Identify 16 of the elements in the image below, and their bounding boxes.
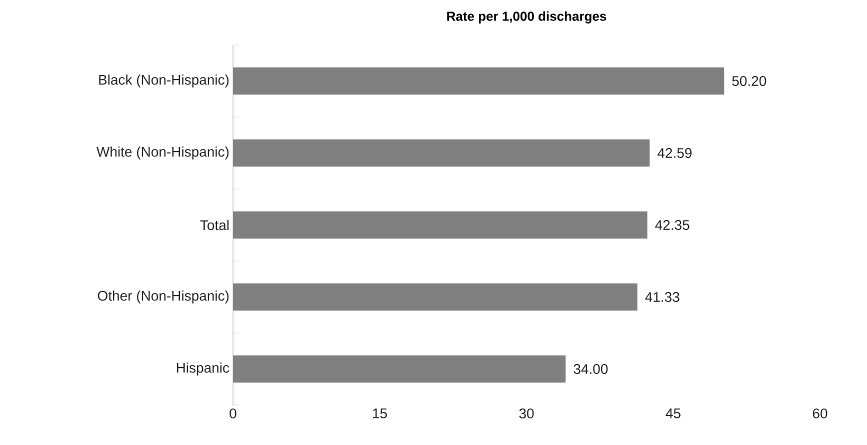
data-label: 42.59 bbox=[658, 148, 692, 158]
x-tick-label: 30 bbox=[519, 408, 534, 418]
y-tick-label: White (Non-Hispanic) bbox=[96, 146, 229, 160]
y-tick-label: Total bbox=[200, 220, 229, 230]
x-tick-label: 60 bbox=[812, 408, 828, 418]
x-tick-label: 0 bbox=[230, 408, 236, 418]
x-tick-label: 15 bbox=[373, 408, 387, 418]
data-label: 50.20 bbox=[732, 76, 766, 86]
y-tick-label: Black (Non-Hispanic) bbox=[99, 74, 229, 88]
data-label: 41.33 bbox=[645, 292, 680, 302]
chart-title: Rate per 1,000 discharges bbox=[447, 11, 606, 24]
data-label: 42.35 bbox=[655, 220, 690, 230]
x-tick-label: 45 bbox=[666, 408, 680, 418]
y-tick-label: Hispanic bbox=[176, 362, 230, 376]
y-tick-label: Other (Non-Hispanic) bbox=[98, 290, 229, 304]
data-label: 34.00 bbox=[574, 364, 608, 374]
